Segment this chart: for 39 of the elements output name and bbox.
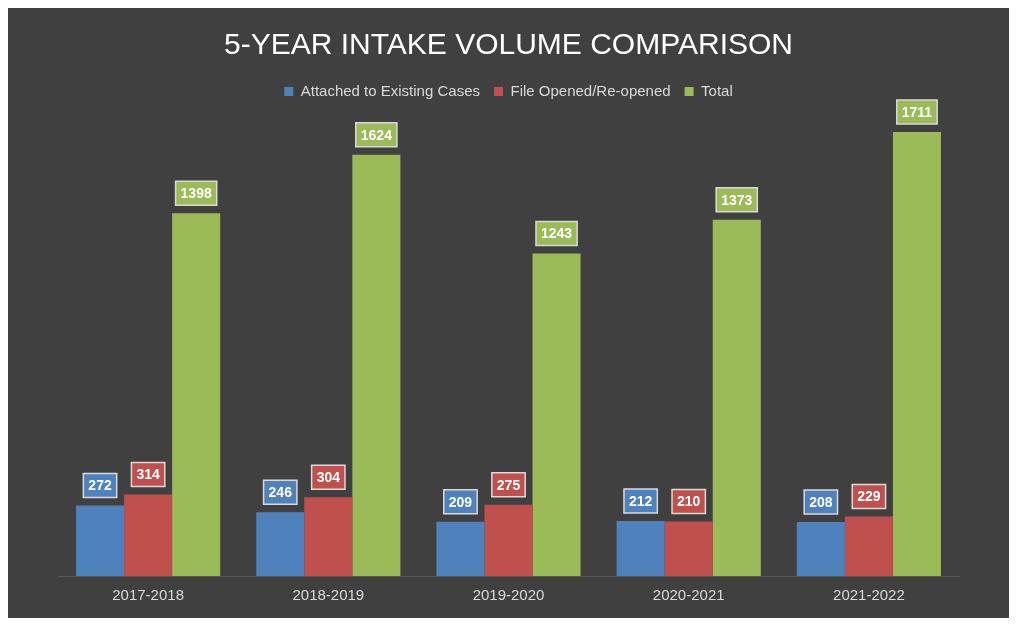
x-tick-label: 2020-2021 [652, 586, 725, 604]
bar [76, 505, 125, 576]
data-label: 208 [809, 493, 833, 510]
x-tick-label: 2019-2020 [472, 586, 545, 604]
data-label: 210 [677, 493, 701, 510]
bar [892, 132, 941, 576]
data-label: 209 [448, 493, 473, 510]
bar [352, 154, 401, 576]
bar [712, 219, 761, 576]
bar [664, 521, 713, 576]
bar [256, 512, 305, 576]
data-label: 1373 [721, 191, 753, 208]
bar [436, 521, 485, 576]
bar [796, 522, 845, 576]
chart-title: 5-YEAR INTAKE VOLUME COMPARISON [224, 27, 793, 61]
bar [532, 253, 581, 576]
data-label: 304 [316, 468, 341, 485]
data-label: 272 [88, 477, 112, 494]
data-label: 1243 [540, 225, 573, 242]
data-label: 246 [268, 484, 293, 501]
data-label: 314 [136, 466, 160, 483]
data-label: 1398 [180, 185, 212, 202]
legend-label: Attached to Existing Cases [300, 81, 480, 99]
bar [844, 516, 893, 576]
bar [484, 504, 533, 576]
data-label: 275 [496, 476, 521, 493]
legend-label: Total [701, 81, 733, 99]
bar [616, 521, 665, 576]
data-label: 1624 [360, 126, 393, 143]
data-label: 1711 [901, 103, 933, 120]
legend-label: File Opened/Re-opened [510, 81, 671, 99]
bar [172, 213, 221, 576]
bar [124, 494, 173, 576]
x-tick-label: 2021-2022 [833, 586, 905, 604]
x-tick-label: 2018-2019 [292, 586, 365, 604]
data-label: 229 [857, 488, 881, 505]
data-label: 212 [628, 492, 653, 509]
x-tick-label: 2017-2018 [112, 586, 184, 604]
bar [304, 497, 353, 576]
